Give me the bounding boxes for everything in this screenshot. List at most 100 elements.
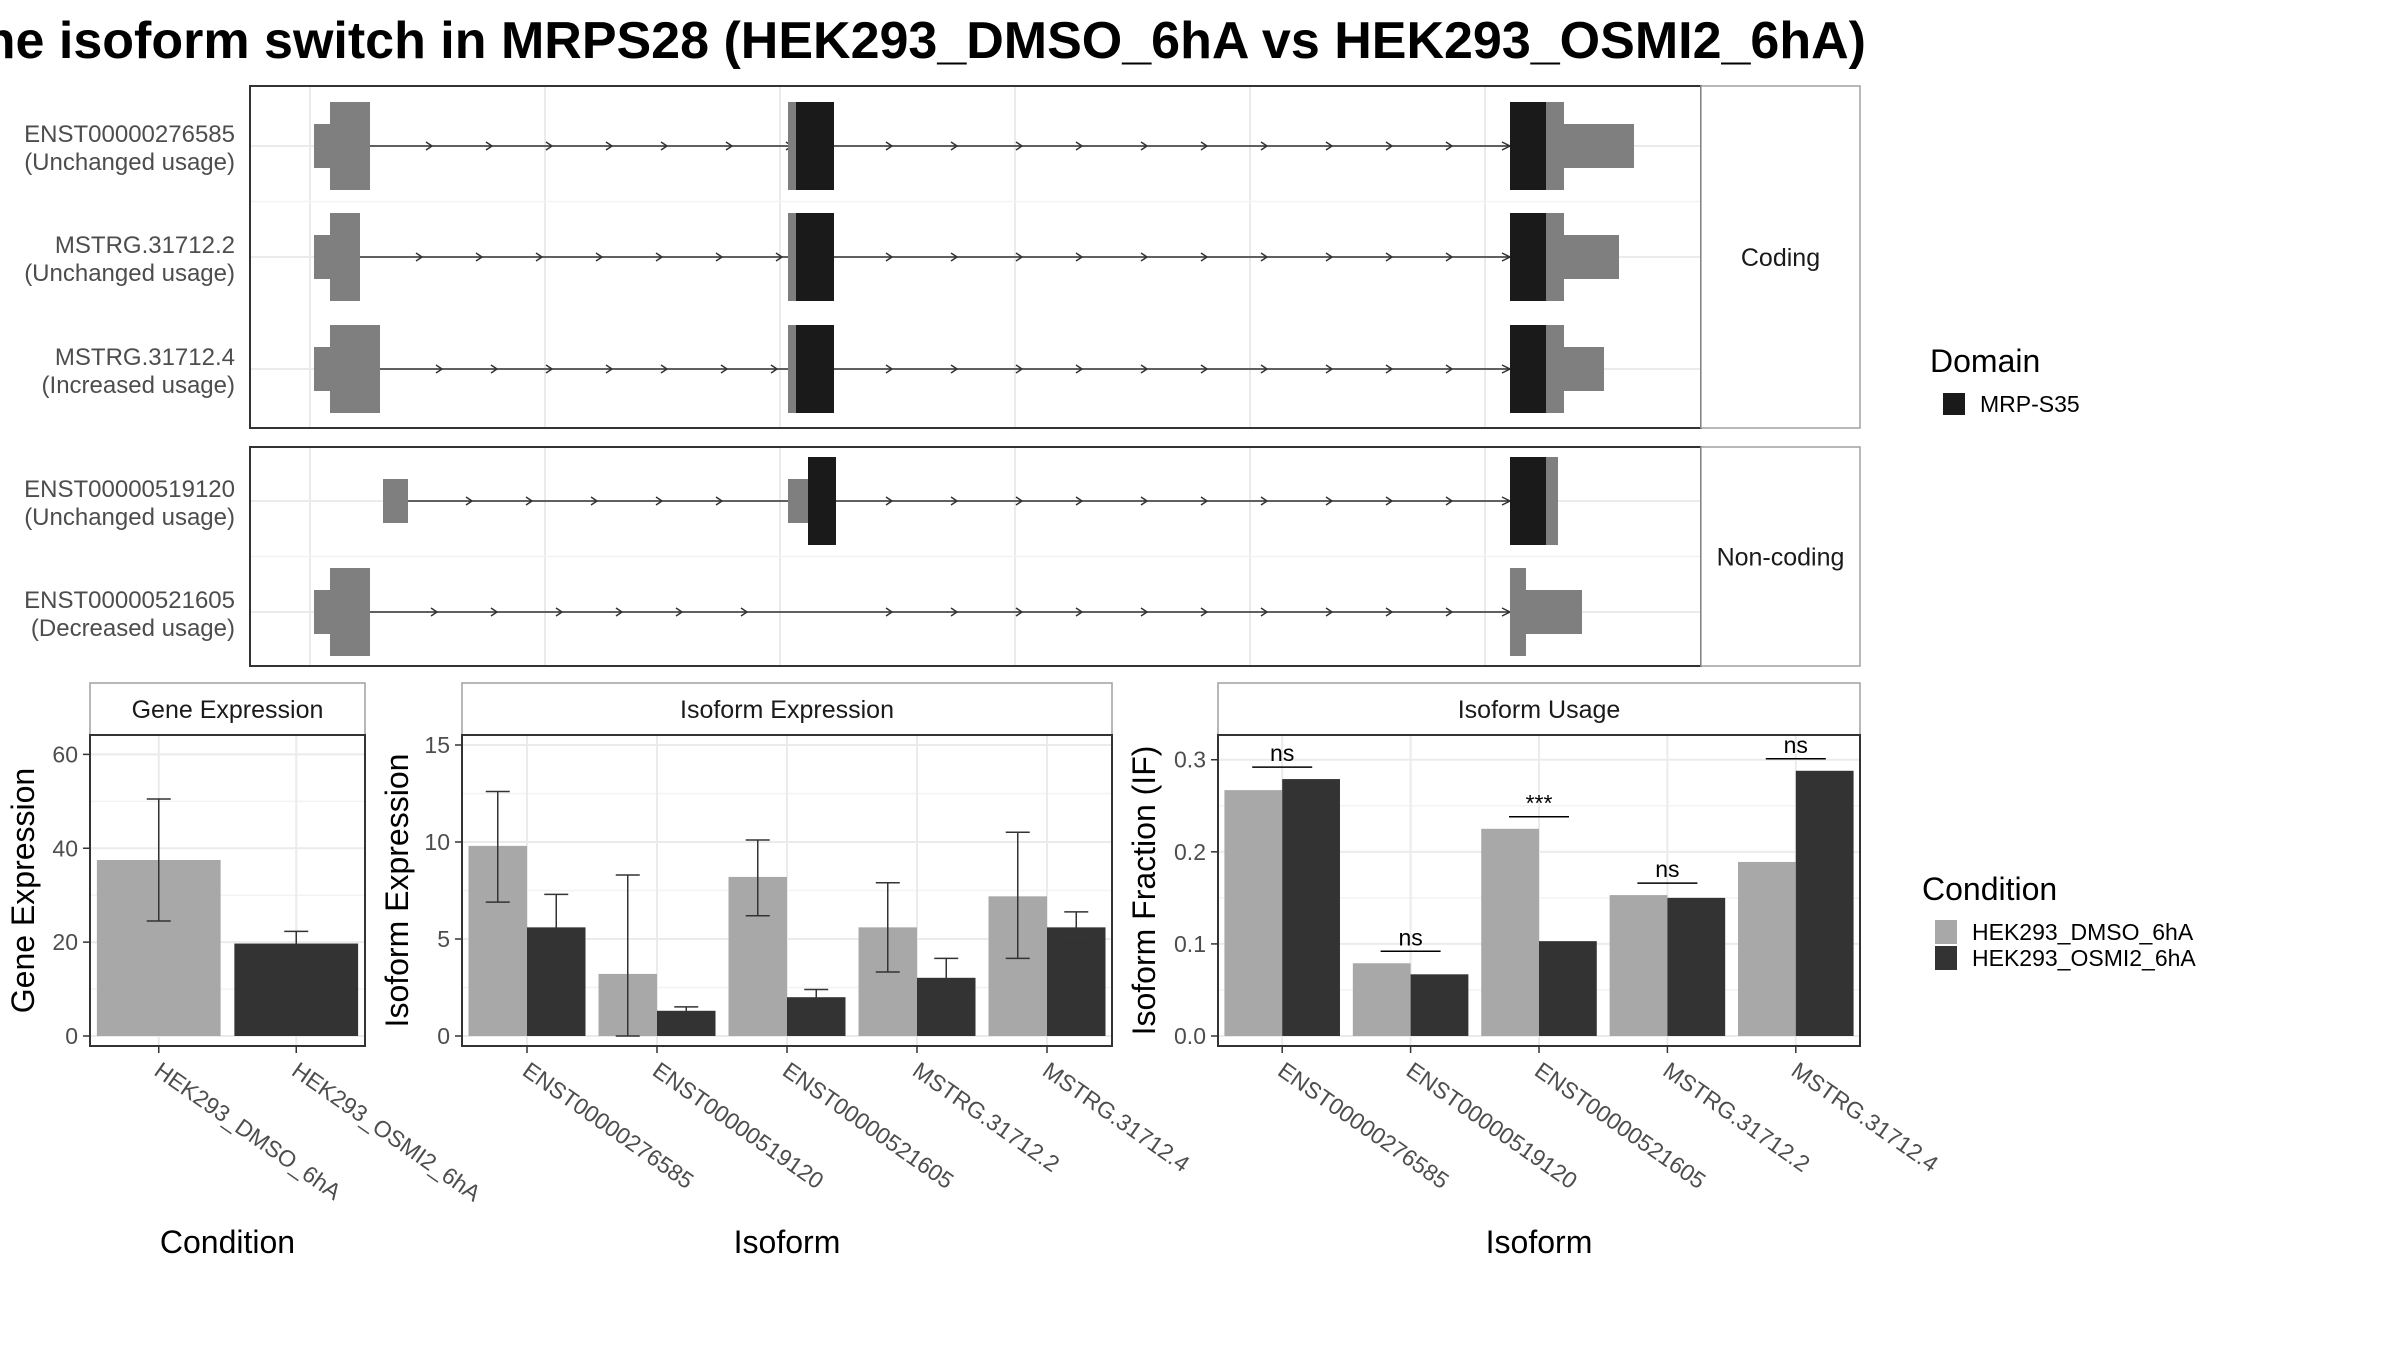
intron-direction-arrow — [1015, 252, 1024, 262]
exon-utr — [788, 213, 796, 301]
bar-hek293-dmso-6ha — [1481, 828, 1539, 1036]
transcript-usage-label: (Decreased usage) — [31, 615, 235, 642]
intron-direction-arrow — [1075, 252, 1084, 262]
intron-direction-arrow — [485, 141, 494, 151]
exon-domain-mrp-s35 — [1510, 325, 1546, 413]
y-tick-label: 5 — [437, 926, 450, 952]
intron-direction-arrow — [1140, 252, 1149, 262]
intron-direction-arrow — [1015, 141, 1024, 151]
exon-utr — [1564, 347, 1604, 391]
exon-utr — [1526, 590, 1582, 634]
intron-direction-arrow — [740, 607, 749, 617]
y-tick-label: 10 — [424, 829, 450, 855]
intron-direction-arrow — [1015, 364, 1024, 374]
expression-charts: Gene Expression0204060HEK293_DMSO_6hAHEK… — [5, 682, 1943, 1260]
intron-direction-arrow — [1385, 607, 1394, 617]
bar-hek293-osmi2-6ha — [1539, 941, 1597, 1036]
structure-strip — [1700, 85, 1861, 429]
intron-direction-arrow — [950, 141, 959, 151]
intron-direction-arrow — [545, 141, 554, 151]
intron-direction-arrow — [1075, 496, 1084, 506]
intron-direction-arrow — [885, 252, 894, 262]
intron-direction-arrow — [1200, 496, 1209, 506]
y-tick-label: 20 — [52, 929, 78, 955]
exon-utr — [330, 102, 370, 190]
bar-hek293-dmso-6ha — [1352, 963, 1411, 1036]
intron-direction-arrow — [1325, 141, 1334, 151]
intron-direction-arrow — [425, 141, 434, 151]
intron-direction-arrow — [950, 496, 959, 506]
exon-utr — [314, 347, 330, 391]
exon-utr — [314, 124, 330, 168]
intron-direction-arrow — [675, 607, 684, 617]
intron-direction-arrow — [1260, 141, 1269, 151]
intron-direction-arrow — [1260, 252, 1269, 262]
intron-direction-arrow — [1445, 252, 1454, 262]
intron-direction-arrow — [720, 364, 729, 374]
intron-direction-arrow — [770, 364, 779, 374]
exon-domain-mrp-s35 — [808, 457, 836, 545]
intron-direction-arrow — [950, 607, 959, 617]
bar-hek293-osmi2-6ha — [1282, 779, 1340, 1036]
intron-direction-arrow — [950, 252, 959, 262]
intron-direction-arrow — [1325, 364, 1334, 374]
y-tick-label: 0.0 — [1174, 1023, 1206, 1049]
intron-direction-arrow — [435, 364, 444, 374]
transcript-id-label: ENST00000276585 — [24, 121, 235, 148]
intron-direction-arrow — [1445, 496, 1454, 506]
y-tick-label: 0.1 — [1174, 931, 1206, 957]
y-axis-title: Isoform Expression — [379, 754, 415, 1028]
x-axis-title: Isoform — [1486, 1224, 1593, 1260]
intron-direction-arrow — [950, 364, 959, 374]
intron-direction-arrow — [1015, 496, 1024, 506]
exon-domain-mrp-s35 — [796, 325, 834, 413]
intron-direction-arrow — [1200, 252, 1209, 262]
intron-direction-arrow — [1015, 607, 1024, 617]
y-tick-label: 0 — [65, 1023, 78, 1049]
intron-direction-arrow — [555, 607, 564, 617]
transcript-usage-label: (Unchanged usage) — [24, 504, 235, 531]
transcript-id-label: MSTRG.31712.2 — [55, 232, 235, 259]
intron-direction-arrow — [725, 141, 734, 151]
exon-utr — [1510, 568, 1526, 656]
exon-utr — [1546, 102, 1564, 190]
legend-label-domain: MRP-S35 — [1980, 391, 2080, 417]
exon-utr — [330, 325, 380, 413]
legend-key-domain — [1943, 393, 1965, 415]
intron-direction-arrow — [605, 364, 614, 374]
x-axis-title: Isoform — [734, 1224, 841, 1260]
intron-direction-arrow — [590, 496, 599, 506]
y-tick-label: 60 — [52, 741, 78, 767]
intron-direction-arrow — [490, 607, 499, 617]
legends: Domain MRP-S35 Condition HEK293_DMSO_6hAHEK… — [1922, 343, 2196, 971]
legend-label-condition: HEK293_OSMI2_6hA — [1972, 945, 2196, 971]
transcript-usage-label: (Unchanged usage) — [24, 149, 235, 176]
intron-direction-arrow — [715, 496, 724, 506]
chart-panel-border — [89, 734, 366, 1047]
intron-direction-arrow — [655, 496, 664, 506]
intron-direction-arrow — [415, 252, 424, 262]
exon-utr — [1546, 213, 1564, 301]
figure-title: The isoform switch in MRPS28 (HEK293_DMS… — [0, 12, 1866, 70]
legend-key-condition — [1935, 946, 1957, 970]
y-tick-label: 0 — [437, 1023, 450, 1049]
y-tick-label: 0.2 — [1174, 839, 1206, 865]
intron-direction-arrow — [490, 364, 499, 374]
transcript-id-label: MSTRG.31712.4 — [55, 344, 235, 371]
exon-utr — [383, 479, 408, 523]
y-tick-label: 0.3 — [1174, 747, 1206, 773]
intron-direction-arrow — [1200, 607, 1209, 617]
intron-direction-arrow — [655, 252, 664, 262]
intron-direction-arrow — [1140, 141, 1149, 151]
exon-domain-mrp-s35 — [1510, 457, 1546, 545]
transcript-usage-label: (Increased usage) — [42, 372, 235, 399]
significance-label: *** — [1526, 790, 1553, 816]
transcript-id-label: ENST00000521605 — [24, 587, 235, 614]
chart-title: Isoform Expression — [680, 696, 894, 724]
intron-direction-arrow — [1325, 607, 1334, 617]
exon-domain-mrp-s35 — [796, 213, 834, 301]
legend-title-condition: Condition — [1922, 871, 2057, 907]
exon-utr — [314, 235, 330, 279]
exon-domain-mrp-s35 — [796, 102, 834, 190]
